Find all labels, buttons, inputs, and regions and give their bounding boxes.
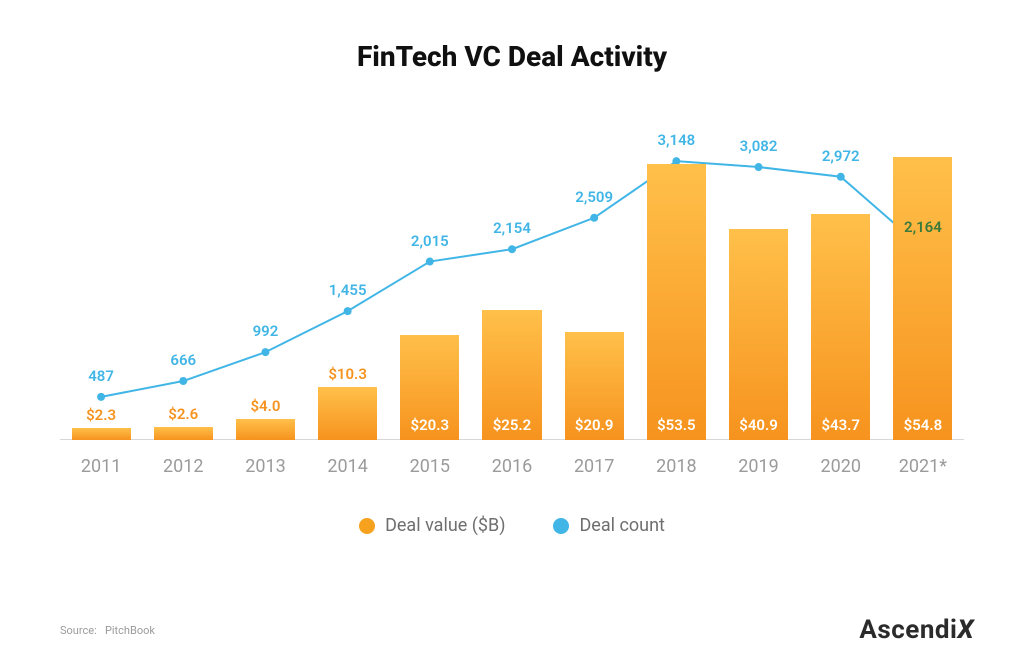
bar-value-label: $54.8 (893, 416, 952, 434)
bar: $53.5 (647, 164, 706, 440)
x-axis-label: 2015 (410, 456, 450, 477)
line-value-label: 2,509 (575, 188, 613, 206)
line-value-label: 3,082 (740, 137, 778, 155)
line-value-label: 2,154 (493, 219, 531, 237)
x-axis-label: 2018 (656, 456, 696, 477)
legend-swatch-line (553, 518, 569, 534)
bar-value-label: $40.9 (729, 416, 788, 434)
line-value-label: 2,015 (411, 232, 449, 250)
bar: $25.2 (482, 310, 541, 440)
line-marker (261, 348, 269, 356)
x-axis-label: 2020 (820, 456, 860, 477)
bar-value-label: $53.5 (647, 416, 706, 434)
line-value-label: 992 (253, 322, 279, 340)
chart-plot: $2.3 $2.6 $4.0 $10.3 $20.3 $25.2 $20.9 $53.5 $40… (60, 130, 964, 440)
line-marker (179, 377, 187, 385)
line-marker (426, 258, 434, 266)
legend-item-line: Deal count (553, 515, 664, 536)
legend-item-bars: Deal value ($B) (359, 515, 505, 536)
line-value-label: 666 (170, 351, 196, 369)
x-axis-label: 2016 (492, 456, 532, 477)
bar-value-label: $20.9 (565, 416, 624, 434)
bar: $20.9 (565, 332, 624, 440)
bar-value-label: $25.2 (482, 416, 541, 434)
line-value-label: 3,148 (657, 131, 695, 149)
bar-value-label: $2.6 (154, 405, 213, 423)
bar-value-label: $4.0 (236, 397, 295, 415)
legend-swatch-bars (359, 518, 375, 534)
source-name: PitchBook (105, 624, 155, 637)
bar-value-label: $43.7 (811, 416, 870, 434)
source-attribution: Source: PitchBook (60, 624, 155, 637)
chart-title: FinTech VC Deal Activity (0, 40, 1024, 73)
line-value-label: 1,455 (329, 281, 367, 299)
bar: $54.8 (893, 157, 952, 440)
line-marker (755, 163, 763, 171)
bar-value-label: $10.3 (318, 365, 377, 383)
line-marker (97, 393, 105, 401)
source-prefix: Source: (60, 624, 97, 637)
line-marker (508, 245, 516, 253)
x-axis-labels: 2011 2012 2013 2014 2015 2016 2017 2018 2019 2020… (60, 450, 964, 480)
legend-label-line: Deal count (579, 515, 664, 536)
line-value-label: 2,164 (904, 218, 942, 236)
bar: $40.9 (729, 229, 788, 440)
x-axis-label: 2013 (245, 456, 285, 477)
brand-logo: AscendiX (859, 615, 974, 645)
bar-value-label: $2.3 (72, 406, 131, 424)
legend-label-bars: Deal value ($B) (385, 515, 505, 536)
line-marker (344, 307, 352, 315)
x-axis-label: 2021* (899, 456, 947, 477)
x-axis-label: 2012 (163, 456, 203, 477)
legend: Deal value ($B) Deal count (0, 515, 1024, 538)
bar: $43.7 (811, 214, 870, 440)
x-axis-label: 2011 (81, 456, 121, 477)
x-axis-label: 2019 (738, 456, 778, 477)
line-value-label: 2,972 (822, 147, 860, 165)
bar: $2.3 (72, 428, 131, 440)
bar: $20.3 (400, 335, 459, 440)
x-axis-label: 2014 (327, 456, 367, 477)
bar-value-label: $20.3 (400, 416, 459, 434)
bar: $2.6 (154, 427, 213, 440)
bar: $4.0 (236, 419, 295, 440)
line-marker (590, 214, 598, 222)
line-marker (837, 173, 845, 181)
bar: $10.3 (318, 387, 377, 440)
x-axis-label: 2017 (574, 456, 614, 477)
line-value-label: 487 (88, 367, 114, 385)
